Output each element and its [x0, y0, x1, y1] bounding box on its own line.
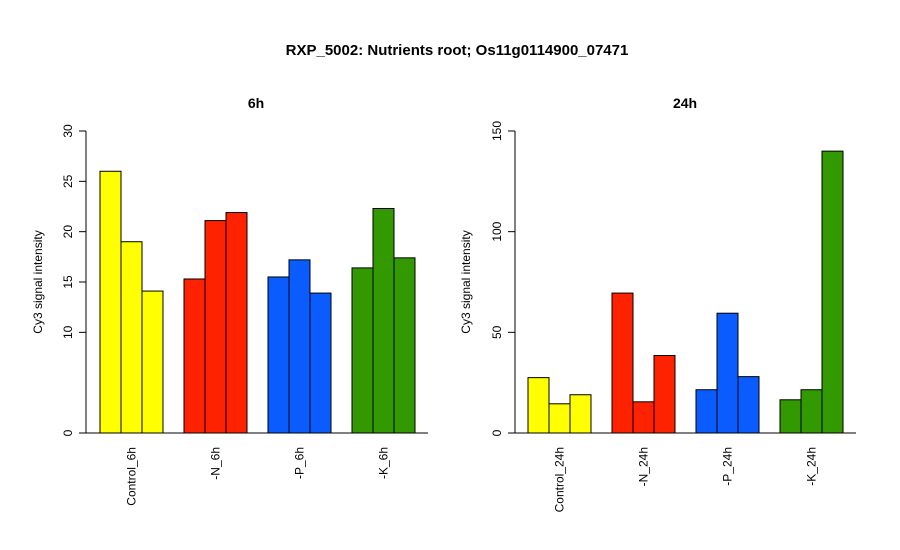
bar-k-6h-3	[393, 257, 416, 434]
figure-title: RXP_5002: Nutrients root; Os11g0114900_0…	[286, 42, 629, 59]
bar-control-24h-2	[548, 403, 571, 434]
bar-k-24h-1	[779, 399, 802, 434]
x-tick-label-p-6h: -P_6h	[293, 447, 307, 479]
panel-24h-marks: 0 50 100 150 Control_24h -N_24h -P_24h -K_24h	[490, 121, 856, 512]
y-tick-label-24h: 50	[490, 325, 504, 339]
bar-n-24h-3	[653, 354, 676, 434]
y-tick-label-24h: 150	[490, 121, 504, 141]
bar-control-6h-1	[99, 170, 122, 434]
x-tick-label-n-6h: -N_6h	[209, 447, 223, 480]
bar-control-24h-3	[569, 394, 592, 434]
bar-p-24h-1	[695, 389, 718, 434]
y-tick-label-6h: 0	[61, 429, 75, 436]
x-tick-label-n-24h: -N_24h	[637, 447, 651, 486]
x-tick-label-p-24h: -P_24h	[721, 447, 735, 486]
bar-n-24h-2	[632, 401, 655, 434]
bar-p-6h-1	[267, 276, 290, 434]
panel-6h-marks: 0 10 15 20 25 30 Control_6h -N_6h -P_6h -K_6h	[61, 124, 428, 506]
bar-control-6h-3	[141, 290, 164, 434]
y-tick-label-6h: 30	[61, 124, 75, 138]
x-tick-label-control-6h: Control_6h	[125, 447, 139, 506]
bar-p-6h-3	[309, 292, 332, 434]
bar-control-24h-1	[527, 377, 550, 434]
bar-p-24h-3	[737, 376, 760, 434]
panel-6h: 6h Cy3 signal intensity 0 10 15 20 25 30 Contr…	[31, 95, 428, 506]
y-tick-label-6h: 25	[61, 174, 75, 188]
panel-title-6h: 6h	[248, 95, 264, 111]
bar-n-6h-3	[225, 212, 248, 434]
bar-k-24h-3	[821, 150, 844, 434]
y-axis-label-24h: Cy3 signal intensity	[459, 230, 473, 333]
x-tick-label-k-6h: -K_6h	[377, 447, 391, 479]
y-tick-label-24h: 0	[490, 429, 504, 436]
bar-control-6h-2	[120, 241, 143, 434]
bar-k-24h-2	[800, 389, 823, 434]
y-tick-label-6h: 10	[61, 325, 75, 339]
bar-k-6h-2	[372, 208, 395, 434]
y-axis-label-6h: Cy3 signal intensity	[31, 230, 45, 333]
x-tick-label-control-24h: Control_24h	[553, 447, 567, 512]
bar-n-6h-1	[183, 278, 206, 434]
bar-n-24h-1	[611, 292, 634, 434]
panel-title-24h: 24h	[673, 95, 697, 111]
panel-24h: 24h Cy3 signal intensity 0 50 100 150 Contro…	[459, 95, 856, 512]
x-tick-label-k-24h: -K_24h	[805, 447, 819, 486]
y-tick-label-6h: 20	[61, 225, 75, 239]
bar-p-6h-2	[288, 259, 311, 434]
y-tick-label-6h: 15	[61, 275, 75, 289]
y-tick-label-24h: 100	[490, 221, 504, 241]
bar-p-24h-2	[716, 312, 739, 434]
bar-n-6h-2	[204, 220, 227, 434]
bar-k-6h-1	[351, 267, 374, 434]
